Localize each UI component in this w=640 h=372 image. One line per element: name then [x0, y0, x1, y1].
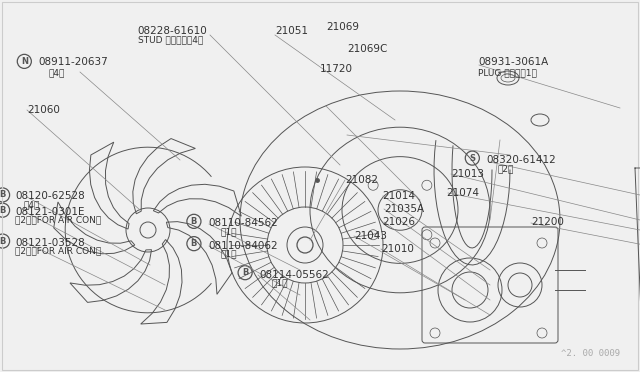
Text: B: B — [0, 206, 6, 215]
Text: B: B — [0, 190, 6, 199]
Text: 21043: 21043 — [355, 231, 388, 241]
Text: STUD スタック（4）: STUD スタック（4） — [138, 36, 203, 45]
Text: 08931-3061A: 08931-3061A — [478, 58, 548, 67]
Text: （1）: （1） — [221, 227, 237, 236]
Text: 11720: 11720 — [320, 64, 353, 74]
Text: （2）（FOR AIR CON）: （2）（FOR AIR CON） — [15, 215, 102, 224]
Text: B: B — [0, 237, 6, 246]
Text: 21069: 21069 — [326, 22, 360, 32]
Text: N: N — [21, 57, 28, 66]
Text: 21200: 21200 — [531, 218, 564, 227]
Text: 21060: 21060 — [27, 105, 60, 115]
Text: 08228-61610: 08228-61610 — [138, 26, 207, 35]
Text: （2）（FOR AIR CON）: （2）（FOR AIR CON） — [15, 247, 102, 256]
Text: 21069C: 21069C — [348, 44, 388, 54]
Text: 08114-05562: 08114-05562 — [259, 270, 329, 279]
Text: 08121-0301E: 08121-0301E — [15, 207, 85, 217]
Text: 21051: 21051 — [275, 26, 308, 35]
Text: 21010: 21010 — [381, 244, 414, 254]
Text: 21074: 21074 — [447, 189, 480, 198]
Text: 08911-20637: 08911-20637 — [38, 58, 108, 67]
Text: （1）: （1） — [221, 249, 237, 258]
Text: B: B — [191, 239, 197, 248]
Text: 08110-84562: 08110-84562 — [208, 218, 278, 228]
Text: （4）: （4） — [48, 68, 65, 77]
Text: 21035A: 21035A — [384, 204, 424, 214]
Text: B: B — [191, 217, 197, 226]
Text: 08120-62528: 08120-62528 — [15, 192, 85, 201]
Text: 21014: 21014 — [382, 192, 415, 201]
Text: 08110-84062: 08110-84062 — [208, 241, 278, 250]
Text: 08320-61412: 08320-61412 — [486, 155, 556, 165]
Text: （4）: （4） — [23, 200, 40, 209]
Text: （1）: （1） — [272, 278, 289, 287]
Text: 08121-03528: 08121-03528 — [15, 238, 85, 247]
Text: 21082: 21082 — [346, 176, 379, 185]
Text: PLUG プラグ（1）: PLUG プラグ（1） — [478, 68, 537, 77]
Text: 21026: 21026 — [383, 217, 416, 227]
Text: 21013: 21013 — [451, 169, 484, 179]
Text: （2）: （2） — [498, 165, 515, 174]
Text: ^2. 00 0009: ^2. 00 0009 — [561, 349, 620, 358]
Text: S: S — [469, 154, 476, 163]
Text: B: B — [242, 268, 248, 277]
